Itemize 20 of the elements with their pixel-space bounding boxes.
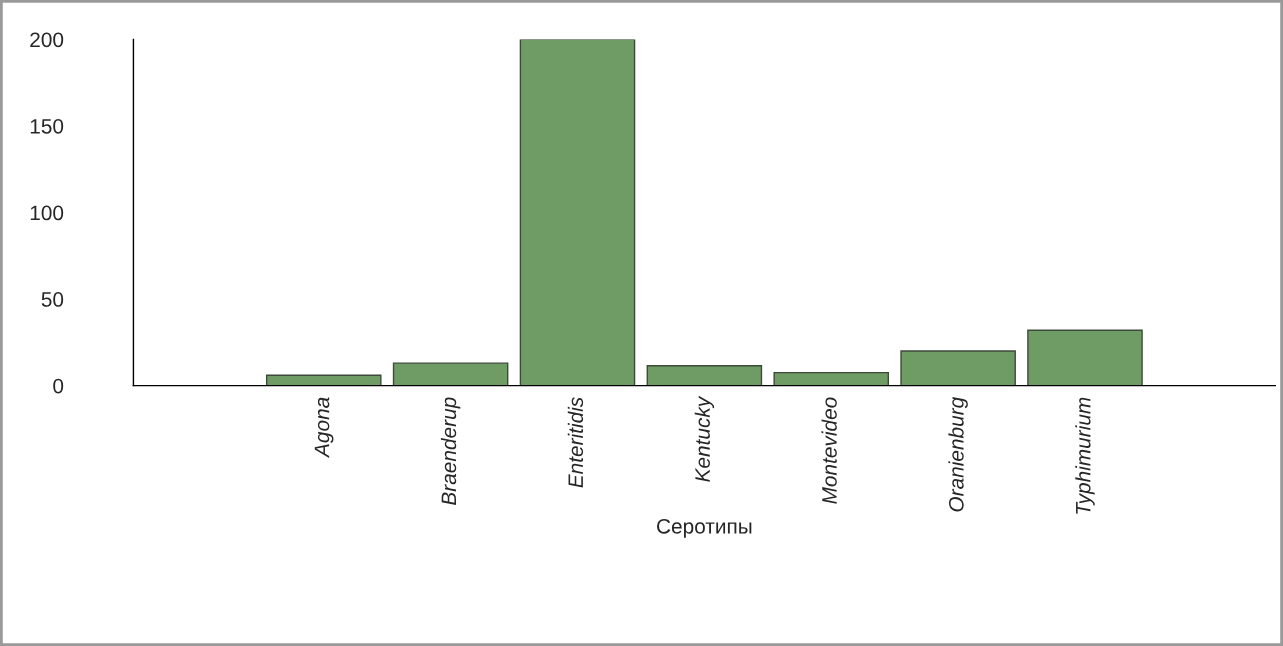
bar (265, 374, 382, 386)
y-tick-label: 50 (41, 292, 64, 307)
x-tick-label: Oranienburg (948, 396, 968, 512)
y-tick-label: 100 (30, 205, 64, 221)
x-tick-label: Braenderup (440, 397, 461, 505)
bar (900, 350, 1016, 386)
x-tick-label: Enteritidis (567, 397, 584, 488)
x-axis-title: Серотипы (657, 518, 752, 538)
bar (519, 39, 636, 386)
x-tick-label: Typhimurium (1075, 397, 1095, 514)
y-tick-label: 0 (53, 378, 64, 394)
bar (646, 365, 763, 386)
x-tick-label: Montevideo (821, 397, 837, 504)
x-tick-label: Agona (314, 397, 334, 459)
x-tick-label: Kentucky (694, 395, 715, 482)
bar (1027, 329, 1143, 386)
bar (392, 362, 509, 386)
y-tick-label: 150 (30, 118, 64, 134)
y-tick-label: 200 (30, 32, 64, 48)
bar (773, 371, 890, 386)
